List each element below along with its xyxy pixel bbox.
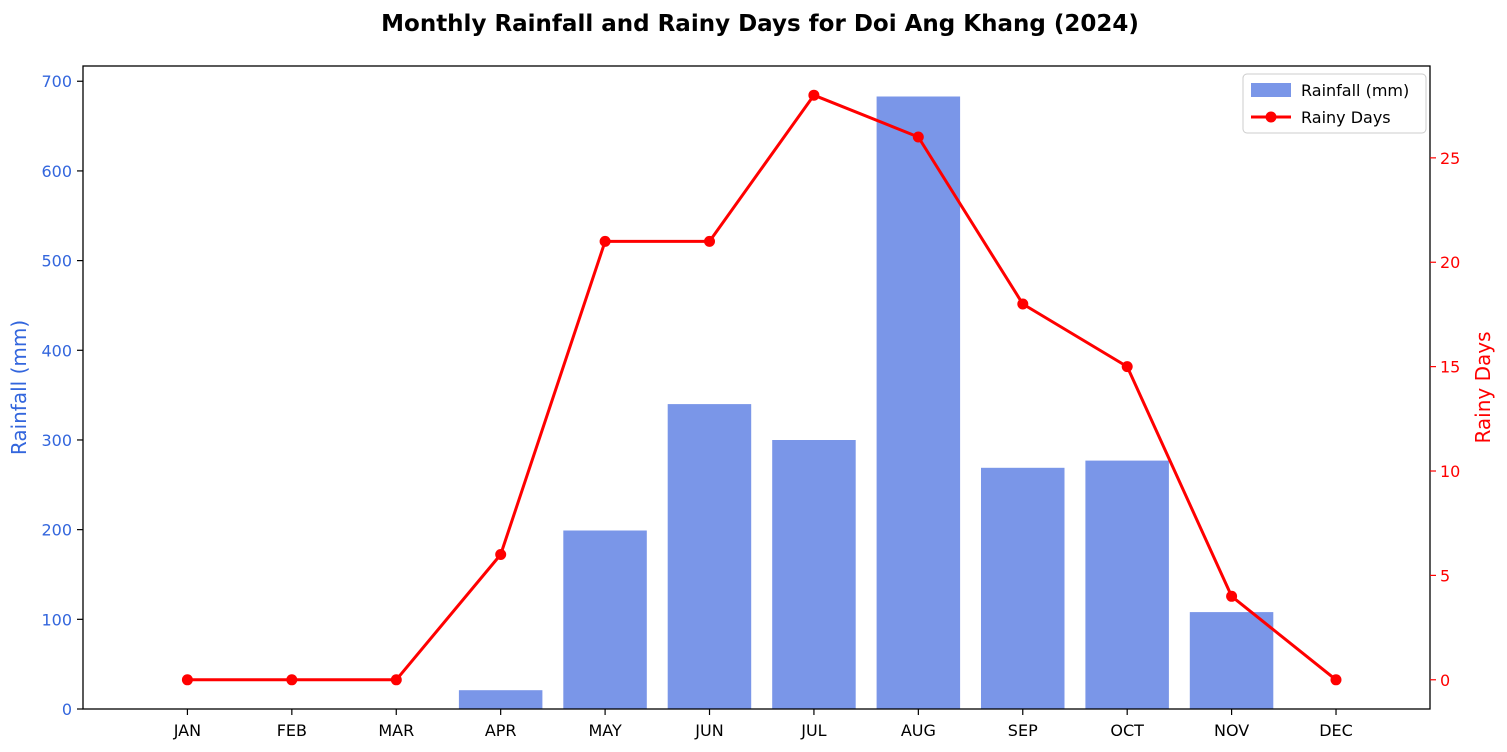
rainfall-bar-jul	[772, 440, 856, 709]
rainfall-bar-aug	[876, 96, 961, 709]
y-right-tick-label: 10	[1440, 462, 1460, 481]
x-tick-label: JUL	[800, 721, 826, 740]
y-left-tick-label: 100	[41, 610, 72, 629]
rainy-days-point-jan	[181, 674, 193, 686]
x-tick-label: MAR	[378, 721, 414, 740]
chart-title: Monthly Rainfall and Rainy Days for Doi …	[381, 11, 1139, 37]
rainfall-bar-oct	[1085, 460, 1169, 709]
x-tick-label: SEP	[1008, 721, 1038, 740]
x-tick-label: JUN	[694, 721, 723, 740]
rainy-days-point-aug	[912, 131, 924, 143]
x-tick-label: JAN	[173, 721, 201, 740]
rainy-days-point-jun	[704, 235, 715, 247]
x-tick-label: OCT	[1110, 721, 1144, 740]
rainfall-bar-may	[563, 530, 647, 709]
y-right-tick-label: 0	[1440, 671, 1450, 690]
bars-group	[458, 96, 1274, 709]
y-left-tick-label: 700	[41, 72, 72, 91]
legend-label-rainy-days: Rainy Days	[1301, 108, 1391, 127]
legend: Rainfall (mm) Rainy Days	[1242, 73, 1427, 134]
rainy-days-line	[187, 93, 1337, 682]
y-left-tick-label: 0	[62, 700, 72, 719]
y-right-tick-label: 25	[1440, 149, 1460, 168]
x-tick-label: APR	[485, 721, 517, 740]
rainy-days-point-jul	[808, 89, 820, 101]
axes-group: JAN FEB MAR APR MAY JUN JUL AUG SEP OCT NOV DEC0100…	[7, 65, 1495, 740]
x-tick-label: AUG	[901, 721, 936, 740]
rainy-days-point-apr	[495, 549, 507, 560]
rainfall-bar-nov	[1189, 612, 1274, 709]
plot-frame	[82, 65, 1431, 710]
y-left-tick-label: 600	[41, 162, 72, 181]
y-right-tick-label: 15	[1440, 358, 1460, 377]
legend-marker-rainy-days	[1265, 111, 1277, 123]
y-left-tick-label: 200	[41, 521, 72, 540]
y-right-axis-label: Rainy Days	[1471, 331, 1495, 443]
rainy-days-point-sep	[1017, 298, 1029, 310]
line-series-group	[181, 89, 1342, 686]
x-tick-label: NOV	[1214, 721, 1249, 740]
y-left-axis-label: Rainfall (mm)	[7, 320, 31, 455]
legend-label-rainfall: Rainfall (mm)	[1301, 81, 1409, 100]
x-tick-label: MAY	[588, 721, 622, 740]
y-left-tick-label: 500	[41, 252, 72, 271]
legend-swatch-rainfall	[1251, 83, 1291, 97]
rainfall-bar-apr	[458, 690, 543, 709]
y-right-tick-label: 20	[1440, 253, 1460, 272]
y-right-tick-label: 5	[1440, 566, 1450, 585]
rainy-days-point-oct	[1121, 361, 1133, 373]
rainy-days-point-feb	[286, 674, 298, 686]
rainy-days-point-dec	[1330, 674, 1342, 686]
x-tick-label: FEB	[277, 721, 307, 740]
x-tick-label: DEC	[1319, 721, 1353, 740]
rainfall-bar-jun	[667, 404, 752, 709]
y-left-tick-label: 400	[41, 341, 72, 360]
rainy-days-point-may	[599, 235, 611, 247]
rainy-days-point-nov	[1226, 590, 1238, 602]
rainy-days-point-mar	[390, 674, 402, 686]
rainfall-bar-sep	[981, 467, 1065, 709]
y-left-tick-label: 300	[41, 431, 72, 450]
